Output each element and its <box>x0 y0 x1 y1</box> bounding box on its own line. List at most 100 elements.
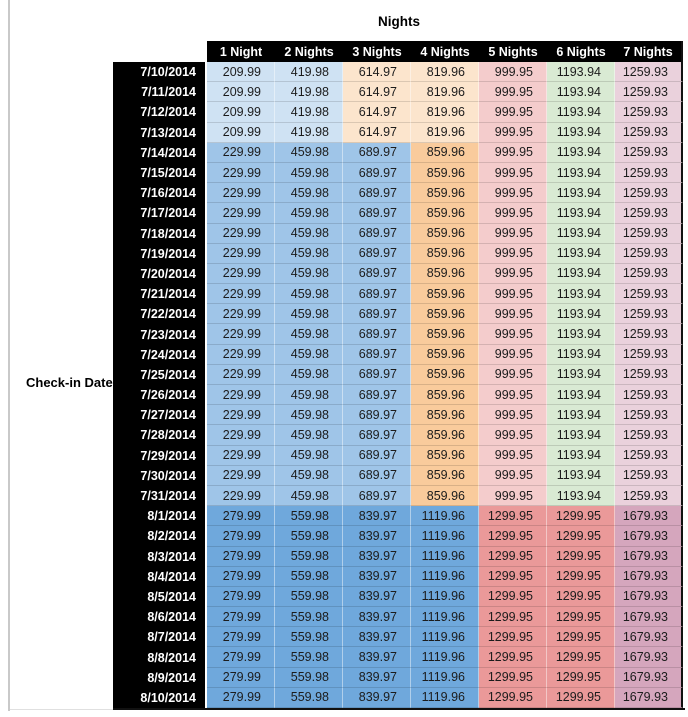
price-cell[interactable]: 279.99 <box>207 627 275 648</box>
price-cell[interactable]: 1259.93 <box>615 485 683 507</box>
price-cell[interactable]: 1299.95 <box>547 687 615 708</box>
price-cell[interactable]: 459.98 <box>275 465 343 486</box>
price-cell[interactable]: 1193.94 <box>547 223 615 244</box>
price-cell[interactable]: 1193.94 <box>547 485 615 507</box>
price-cell[interactable]: 859.96 <box>411 485 479 507</box>
price-cell[interactable]: 1299.95 <box>479 627 547 648</box>
price-cell[interactable]: 859.96 <box>411 425 479 446</box>
price-cell[interactable]: 859.96 <box>411 243 479 264</box>
price-cell[interactable]: 689.97 <box>343 142 411 163</box>
price-cell[interactable]: 859.96 <box>411 385 479 406</box>
row-header-date[interactable]: 7/27/2014 <box>113 405 207 426</box>
price-cell[interactable]: 999.95 <box>479 344 547 365</box>
price-cell[interactable]: 1193.94 <box>547 364 615 385</box>
price-cell[interactable]: 459.98 <box>275 223 343 244</box>
price-cell[interactable]: 1119.96 <box>411 667 479 688</box>
price-cell[interactable]: 1299.95 <box>547 566 615 587</box>
price-cell[interactable]: 999.95 <box>479 122 547 143</box>
price-cell[interactable]: 1193.94 <box>547 425 615 446</box>
price-cell[interactable]: 1119.96 <box>411 506 479 527</box>
price-cell[interactable]: 859.96 <box>411 183 479 204</box>
price-cell[interactable]: 1119.96 <box>411 687 479 708</box>
price-cell[interactable]: 229.99 <box>207 465 275 486</box>
price-cell[interactable]: 689.97 <box>343 304 411 325</box>
column-header-5-nights[interactable]: 5 Nights <box>479 41 547 62</box>
price-cell[interactable]: 839.97 <box>343 607 411 628</box>
price-cell[interactable]: 859.96 <box>411 203 479 224</box>
price-cell[interactable]: 209.99 <box>207 102 275 123</box>
price-cell[interactable]: 1119.96 <box>411 647 479 668</box>
price-cell[interactable]: 999.95 <box>479 263 547 285</box>
row-header-date[interactable]: 8/3/2014 <box>113 546 207 567</box>
price-cell[interactable]: 559.98 <box>275 546 343 567</box>
price-cell[interactable]: 999.95 <box>479 485 547 507</box>
price-cell[interactable]: 459.98 <box>275 485 343 507</box>
price-cell[interactable]: 279.99 <box>207 526 275 547</box>
price-cell[interactable]: 1299.95 <box>479 607 547 628</box>
price-cell[interactable]: 1193.94 <box>547 162 615 184</box>
price-cell[interactable]: 859.96 <box>411 223 479 244</box>
price-cell[interactable]: 859.96 <box>411 445 479 466</box>
price-cell[interactable]: 459.98 <box>275 344 343 365</box>
price-cell[interactable]: 689.97 <box>343 183 411 204</box>
price-cell[interactable]: 229.99 <box>207 243 275 264</box>
price-cell[interactable]: 839.97 <box>343 667 411 688</box>
price-cell[interactable]: 689.97 <box>343 263 411 285</box>
row-header-date[interactable]: 8/4/2014 <box>113 566 207 587</box>
price-cell[interactable]: 459.98 <box>275 364 343 385</box>
price-cell[interactable]: 559.98 <box>275 607 343 628</box>
price-cell[interactable]: 1193.94 <box>547 385 615 406</box>
price-cell[interactable]: 859.96 <box>411 364 479 385</box>
price-cell[interactable]: 1259.93 <box>615 465 683 486</box>
price-cell[interactable]: 229.99 <box>207 183 275 204</box>
price-cell[interactable]: 999.95 <box>479 102 547 123</box>
price-cell[interactable]: 229.99 <box>207 405 275 426</box>
price-cell[interactable]: 1259.93 <box>615 304 683 325</box>
price-cell[interactable]: 689.97 <box>343 344 411 365</box>
price-cell[interactable]: 1193.94 <box>547 304 615 325</box>
price-cell[interactable]: 819.96 <box>411 82 479 103</box>
price-cell[interactable]: 1193.94 <box>547 263 615 285</box>
price-cell[interactable]: 209.99 <box>207 62 275 83</box>
price-cell[interactable]: 859.96 <box>411 324 479 345</box>
price-cell[interactable]: 859.96 <box>411 284 479 305</box>
price-cell[interactable]: 689.97 <box>343 203 411 224</box>
price-cell[interactable]: 614.97 <box>343 102 411 123</box>
price-cell[interactable]: 419.98 <box>275 122 343 143</box>
price-cell[interactable]: 999.95 <box>479 284 547 305</box>
row-header-date[interactable]: 7/29/2014 <box>113 445 207 466</box>
price-cell[interactable]: 859.96 <box>411 162 479 184</box>
price-cell[interactable]: 1299.95 <box>479 586 547 608</box>
price-cell[interactable]: 1299.95 <box>479 526 547 547</box>
price-cell[interactable]: 859.96 <box>411 263 479 285</box>
row-header-date[interactable]: 7/24/2014 <box>113 344 207 365</box>
row-header-date[interactable]: 7/21/2014 <box>113 284 207 305</box>
price-cell[interactable]: 1193.94 <box>547 203 615 224</box>
price-cell[interactable]: 1299.95 <box>479 546 547 567</box>
row-header-date[interactable]: 7/30/2014 <box>113 465 207 486</box>
price-cell[interactable]: 1193.94 <box>547 142 615 163</box>
price-cell[interactable]: 459.98 <box>275 304 343 325</box>
row-header-date[interactable]: 8/7/2014 <box>113 627 207 648</box>
row-header-date[interactable]: 7/25/2014 <box>113 364 207 385</box>
price-cell[interactable]: 1299.95 <box>479 566 547 587</box>
price-cell[interactable]: 689.97 <box>343 284 411 305</box>
price-cell[interactable]: 839.97 <box>343 506 411 527</box>
column-header-3-nights[interactable]: 3 Nights <box>343 41 411 62</box>
price-cell[interactable]: 689.97 <box>343 425 411 446</box>
price-cell[interactable]: 229.99 <box>207 284 275 305</box>
price-cell[interactable]: 1679.93 <box>615 607 683 628</box>
price-cell[interactable]: 279.99 <box>207 566 275 587</box>
price-cell[interactable]: 1259.93 <box>615 445 683 466</box>
price-cell[interactable]: 689.97 <box>343 385 411 406</box>
row-header-date[interactable]: 7/17/2014 <box>113 203 207 224</box>
price-cell[interactable]: 839.97 <box>343 687 411 708</box>
price-cell[interactable]: 559.98 <box>275 647 343 668</box>
price-cell[interactable]: 1299.95 <box>479 647 547 668</box>
price-cell[interactable]: 229.99 <box>207 203 275 224</box>
price-cell[interactable]: 459.98 <box>275 324 343 345</box>
price-cell[interactable]: 1679.93 <box>615 546 683 567</box>
price-cell[interactable]: 839.97 <box>343 586 411 608</box>
price-cell[interactable]: 819.96 <box>411 102 479 123</box>
price-cell[interactable]: 689.97 <box>343 324 411 345</box>
